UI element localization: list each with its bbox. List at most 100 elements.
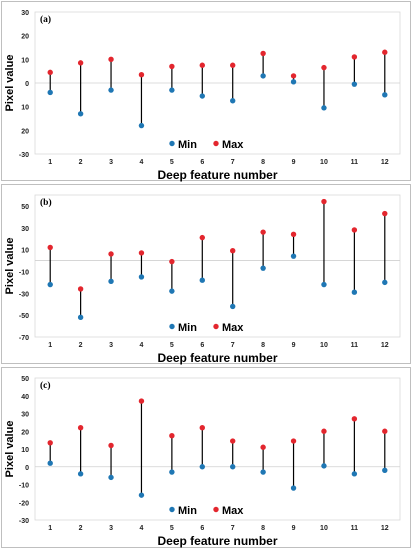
point-max [108, 56, 114, 63]
point-max [351, 54, 358, 60]
x-tick-label: 7 [231, 342, 235, 349]
point-max [321, 428, 327, 434]
x-tick-label: 5 [170, 342, 174, 349]
point-min [47, 281, 53, 288]
point-max [199, 425, 205, 431]
panel-label: (c) [40, 380, 51, 391]
x-tick-label: 3 [109, 342, 113, 349]
x-axis-title: Deep feature number [157, 534, 277, 548]
point-max [382, 210, 388, 217]
point-max [169, 63, 175, 70]
point-min [382, 279, 388, 286]
x-axis-title: Deep feature number [157, 168, 277, 182]
point-min [199, 277, 205, 283]
x-tick-label: 7 [231, 159, 235, 166]
point-min [47, 460, 53, 466]
point-max [321, 198, 327, 205]
x-tick-label: 5 [170, 159, 174, 166]
legend-label-max: Max [222, 322, 244, 334]
point-max [199, 62, 205, 68]
x-tick-label: 3 [109, 159, 113, 166]
x-tick-label: 12 [381, 525, 389, 532]
x-axis-title: Deep feature number [157, 351, 277, 365]
point-min [260, 265, 266, 271]
y-tick-label: 30 [21, 226, 29, 233]
point-min [351, 289, 358, 295]
point-max [260, 229, 266, 235]
point-min [321, 463, 327, 469]
point-min [169, 87, 175, 93]
point-min [351, 471, 358, 477]
x-tick-label: 8 [261, 159, 265, 166]
point-min [108, 278, 114, 284]
point-max [290, 231, 297, 238]
point-max [260, 444, 266, 450]
legend-marker-min [169, 506, 175, 513]
y-tick-label: -50 [19, 313, 29, 320]
y-tick-label: 30 [21, 10, 29, 17]
point-min [138, 122, 145, 129]
point-max [138, 72, 145, 78]
point-max [351, 416, 358, 422]
plot-area [34, 194, 401, 338]
point-min [382, 467, 388, 473]
point-min [290, 485, 297, 491]
x-tick-label: 11 [351, 525, 359, 532]
y-tick-label: -30 [19, 152, 29, 159]
legend-label-max: Max [222, 505, 244, 517]
point-min [47, 89, 53, 96]
x-tick-label: 9 [292, 342, 296, 349]
y-tick-label: 30 [21, 412, 29, 419]
y-tick-label: -30 [19, 291, 29, 298]
y-tick-label: -30 [19, 518, 29, 525]
x-tick-label: 10 [320, 159, 328, 166]
x-tick-label: 8 [261, 342, 265, 349]
point-min [169, 469, 175, 475]
point-min [77, 111, 84, 117]
point-min [260, 469, 266, 475]
point-max [138, 398, 145, 404]
x-tick-label: 2 [79, 342, 83, 349]
x-tick-label: 10 [320, 342, 328, 349]
x-tick-label: 2 [79, 525, 83, 532]
y-axis-title: Pixel value [4, 55, 16, 112]
x-tick-label: 1 [48, 342, 52, 349]
x-tick-label: 12 [381, 159, 389, 166]
legend-label-min: Min [178, 139, 197, 151]
point-min [290, 79, 297, 85]
y-tick-label: 10 [21, 248, 29, 255]
y-tick-label: 20 [21, 34, 29, 41]
x-tick-label: 11 [351, 159, 359, 166]
plot-area [34, 377, 401, 521]
point-min [260, 73, 266, 79]
x-tick-label: 3 [109, 525, 113, 532]
point-min [321, 105, 327, 111]
point-max [382, 428, 388, 434]
x-tick-label: 9 [292, 159, 296, 166]
point-max [77, 425, 84, 431]
x-tick-label: 11 [351, 342, 359, 349]
point-min [230, 98, 236, 104]
y-tick-label: -10 [19, 483, 29, 490]
legend-marker-max [213, 506, 219, 513]
point-max [77, 60, 84, 66]
point-min [321, 281, 327, 288]
point-max [138, 250, 145, 256]
point-min [230, 303, 236, 310]
panel-label: (b) [40, 197, 52, 208]
x-tick-label: 8 [261, 525, 265, 532]
point-max [47, 440, 53, 446]
point-min [199, 93, 205, 99]
x-tick-label: 4 [140, 525, 144, 532]
legend-label-max: Max [222, 139, 244, 151]
x-tick-label: 4 [140, 342, 144, 349]
x-tick-label: 12 [381, 342, 389, 349]
panel-b: (b) -70 -50 -30 -10 10 30 50 1 2 3 4 5 6 7 8 9 10 11 12 Pixe… [0, 183, 412, 366]
panel-c: (c) -30 -20 -10 0 10 20 30 40 50 1 2 3 4 5 6 7 8 9 10 11 12 Pi… [0, 366, 412, 550]
point-max [230, 62, 236, 68]
y-tick-label: -10 [19, 269, 29, 276]
point-min [108, 474, 114, 481]
x-tick-label: 2 [79, 159, 83, 166]
legend-marker-min [169, 323, 175, 330]
